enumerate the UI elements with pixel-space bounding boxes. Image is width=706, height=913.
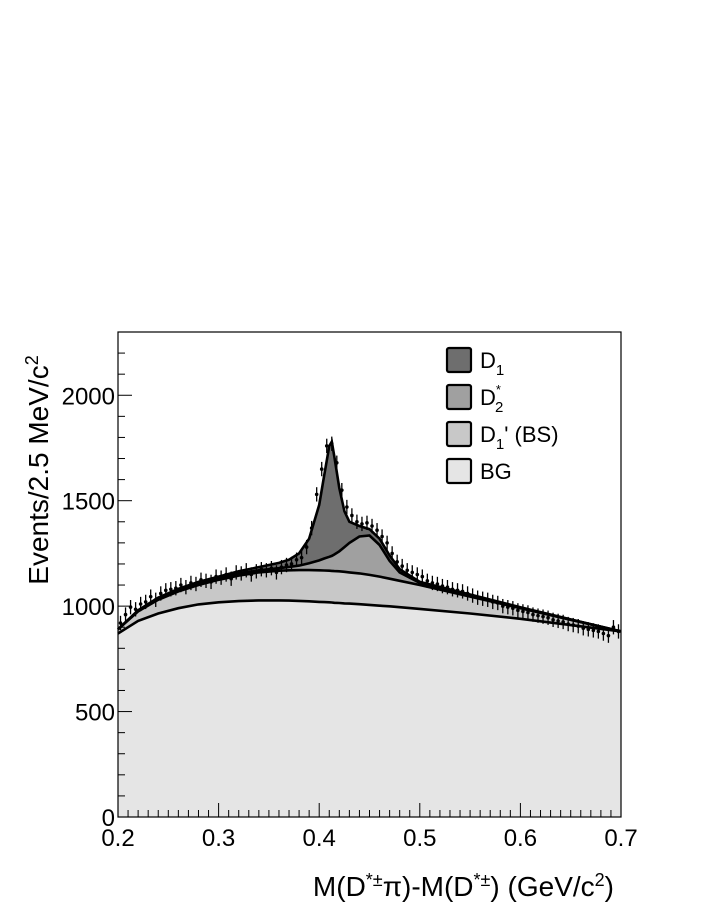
x-tick-label: 0.3 bbox=[202, 825, 235, 852]
tick-labels-group: 0 500 1000 1500 2000 0.2 0.3 0.4 0.5 0.6 0.7 bbox=[62, 383, 638, 852]
curve-d1-bs- bbox=[117, 568, 622, 633]
y-axis-label: Events/2.5 MeV/c2 bbox=[22, 355, 54, 584]
x-axis-label: M(D*±π)-M(D*±) (GeV/c2) bbox=[313, 870, 614, 902]
data-point bbox=[360, 516, 364, 532]
curve-d2- bbox=[117, 534, 622, 633]
legend-entry: BG bbox=[445, 457, 512, 485]
x-tick-label: 0.4 bbox=[303, 825, 336, 852]
legend-swatch bbox=[445, 346, 473, 374]
legend: D1 D* 2 D1' (BS) BG bbox=[445, 346, 559, 485]
legend-swatch bbox=[445, 420, 473, 448]
x-tick-label: 0.6 bbox=[504, 825, 537, 852]
x-tick-label: 0.7 bbox=[604, 825, 637, 852]
legend-label: D* 2 bbox=[480, 382, 503, 416]
y-tick-label: 2000 bbox=[62, 383, 115, 410]
curve-d1 bbox=[117, 438, 622, 633]
legend-entry: D1' (BS) bbox=[445, 420, 559, 453]
y-tick-label: 1500 bbox=[62, 489, 115, 516]
y-tick-label: 500 bbox=[75, 700, 115, 727]
legend-label: D1 bbox=[480, 348, 504, 379]
stacked-area-group bbox=[118, 441, 621, 817]
x-tick-label: 0.5 bbox=[403, 825, 436, 852]
data-point bbox=[526, 605, 530, 620]
legend-entry: D1 bbox=[445, 346, 504, 379]
legend-entry: D* 2 bbox=[445, 382, 503, 416]
data-point bbox=[350, 508, 354, 523]
area-bg bbox=[118, 600, 621, 817]
data-point bbox=[123, 607, 128, 622]
data-point bbox=[128, 600, 133, 615]
data-point bbox=[355, 514, 359, 529]
y-tick-label: 0 bbox=[102, 805, 115, 832]
fit-curves-group bbox=[117, 438, 622, 635]
curve-bg bbox=[117, 599, 622, 635]
data-point bbox=[345, 499, 349, 515]
data-points-group bbox=[118, 436, 621, 643]
legend-swatch bbox=[445, 457, 473, 485]
legend-label: D1' (BS) bbox=[480, 422, 559, 453]
axis-ticks-group bbox=[117, 331, 622, 818]
data-point bbox=[319, 461, 324, 477]
legend-swatch bbox=[445, 383, 473, 411]
data-point bbox=[314, 487, 319, 502]
data-point bbox=[385, 535, 389, 551]
data-point bbox=[299, 550, 304, 565]
x-tick-label: 0.2 bbox=[101, 825, 134, 852]
data-point bbox=[324, 438, 329, 454]
legend-label: BG bbox=[480, 459, 512, 484]
y-tick-label: 1000 bbox=[62, 594, 115, 621]
